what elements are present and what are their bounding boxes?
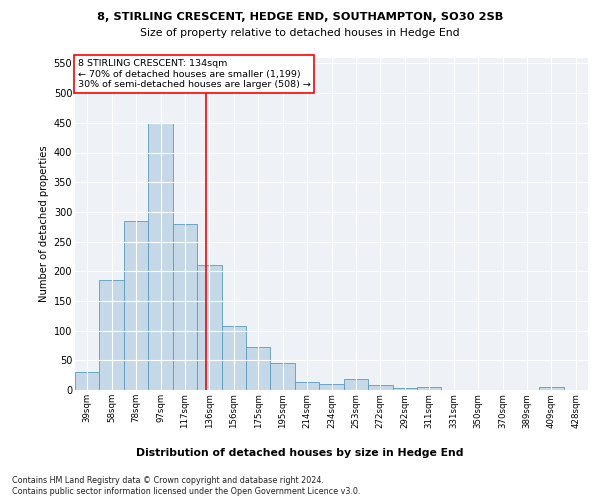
- Text: 8 STIRLING CRESCENT: 134sqm
← 70% of detached houses are smaller (1,199)
30% of : 8 STIRLING CRESCENT: 134sqm ← 70% of det…: [77, 59, 310, 89]
- Bar: [344, 380, 368, 390]
- Y-axis label: Number of detached properties: Number of detached properties: [40, 146, 49, 302]
- Text: Size of property relative to detached houses in Hedge End: Size of property relative to detached ho…: [140, 28, 460, 38]
- Bar: [319, 384, 344, 390]
- Bar: [368, 385, 392, 390]
- Bar: [271, 364, 295, 390]
- Bar: [221, 326, 246, 390]
- Bar: [392, 388, 417, 390]
- Text: Contains public sector information licensed under the Open Government Licence v3: Contains public sector information licen…: [12, 487, 361, 496]
- Bar: [124, 221, 148, 390]
- Bar: [295, 382, 319, 390]
- Bar: [100, 280, 124, 390]
- Text: Contains HM Land Registry data © Crown copyright and database right 2024.: Contains HM Land Registry data © Crown c…: [12, 476, 324, 485]
- Bar: [539, 387, 563, 390]
- Bar: [75, 372, 100, 390]
- Bar: [417, 387, 442, 390]
- Bar: [148, 123, 173, 390]
- Text: 8, STIRLING CRESCENT, HEDGE END, SOUTHAMPTON, SO30 2SB: 8, STIRLING CRESCENT, HEDGE END, SOUTHAM…: [97, 12, 503, 22]
- Bar: [173, 224, 197, 390]
- Text: Distribution of detached houses by size in Hedge End: Distribution of detached houses by size …: [136, 448, 464, 458]
- Bar: [197, 266, 221, 390]
- Bar: [246, 347, 271, 390]
